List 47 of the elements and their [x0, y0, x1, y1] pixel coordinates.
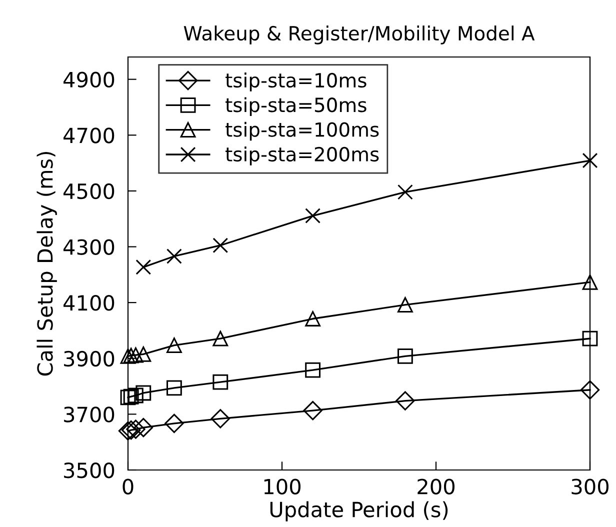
point	[305, 208, 321, 224]
y-tick-label: 4100	[64, 295, 114, 311]
legend-label: tsip-sta=200ms	[226, 146, 379, 166]
point	[166, 248, 182, 264]
x-tick-label: 300	[572, 478, 608, 494]
x-tick-label: 100	[264, 478, 300, 494]
point	[210, 409, 230, 428]
y-tick-label: 4900	[64, 72, 114, 88]
point	[397, 348, 413, 364]
x-tick-label: 200	[418, 478, 454, 494]
y-tick-label: 4500	[64, 183, 114, 200]
point	[303, 400, 322, 420]
point	[397, 184, 413, 200]
point	[136, 346, 152, 362]
point	[120, 390, 136, 406]
point	[397, 297, 413, 313]
y-tick-label: 4300	[64, 239, 114, 255]
x-axis-title: Update Period (s)	[270, 501, 448, 522]
point	[126, 420, 146, 439]
legend-label: tsip-sta=50ms	[226, 97, 366, 116]
point	[166, 380, 182, 396]
point	[212, 238, 228, 254]
y-tick-label: 3500	[64, 462, 114, 478]
legend-label: tsip-sta=10ms	[226, 72, 366, 92]
point	[128, 388, 144, 404]
point	[166, 338, 182, 353]
point	[580, 380, 600, 400]
chart-title: Wakeup & Register/Mobility Model A	[184, 26, 535, 44]
point	[582, 330, 598, 346]
point	[136, 385, 152, 401]
y-tick-label: 4700	[64, 128, 114, 144]
point	[123, 388, 139, 404]
y-tick-label: 3700	[64, 406, 114, 422]
point	[212, 330, 228, 346]
x-tick-label: 0	[122, 478, 134, 494]
point	[396, 391, 415, 410]
point	[134, 418, 154, 438]
point	[212, 374, 228, 390]
point	[164, 414, 184, 433]
point	[305, 311, 321, 326]
legend-label: tsip-sta=100ms	[226, 122, 379, 141]
point	[582, 152, 598, 168]
y-tick-label: 3900	[64, 350, 114, 367]
point	[582, 274, 598, 290]
point	[305, 362, 321, 378]
y-axis-title: Call Setup Delay (ms)	[36, 152, 57, 376]
point	[136, 259, 152, 275]
